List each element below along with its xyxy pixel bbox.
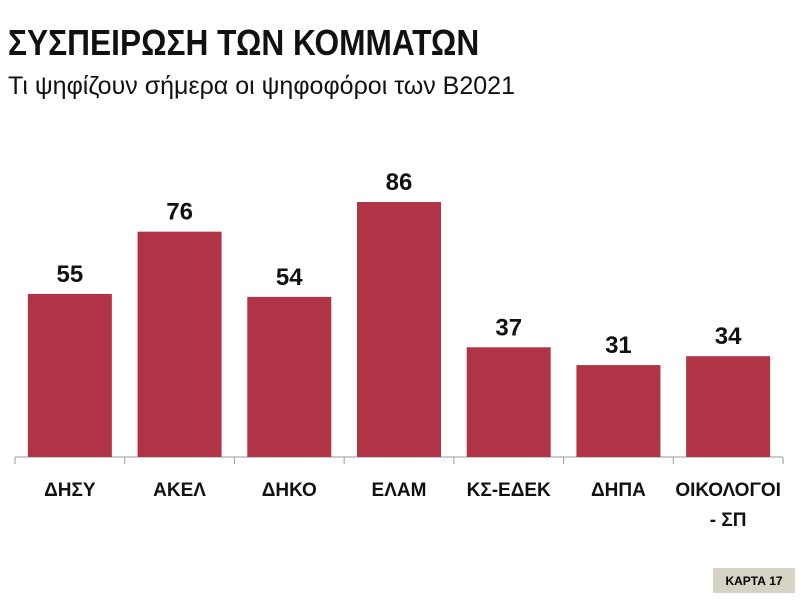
bar	[466, 347, 551, 457]
category-label: ΕΛΑΜ	[372, 480, 427, 501]
bar	[357, 202, 441, 457]
data-label: 31	[605, 332, 632, 359]
category-label: ΑΚΕΛ	[153, 480, 206, 501]
category-label: ΚΣ-ΕΔΕΚ	[467, 480, 551, 501]
bar	[576, 365, 661, 457]
category-label: ΔΗΣΥ	[44, 480, 96, 501]
data-label: 34	[715, 323, 742, 350]
data-label: 54	[276, 264, 303, 291]
chart-title: ΣΥΣΠΕΙΡΩΣΗ ΤΩΝ ΚΟΜΜΑΤΩΝ	[8, 22, 480, 63]
bar	[686, 356, 771, 457]
bar	[247, 296, 332, 457]
data-label: 55	[57, 261, 84, 288]
category-label: - ΣΠ	[710, 510, 747, 531]
category-label: ΔΗΚΟ	[262, 480, 317, 501]
category-label: ΔΗΠΑ	[591, 480, 646, 501]
chart-subtitle: Τι ψηφίζουν σήμερα οι ψηφοφόροι των Β202…	[8, 72, 515, 100]
bar	[27, 293, 112, 457]
data-label: 37	[495, 314, 522, 341]
card-label: ΚΑΡΤΑ 17	[713, 568, 795, 593]
category-label: ΟΙΚΟΛΟΓΟΙ	[675, 480, 781, 501]
bar	[137, 231, 222, 457]
data-label: 76	[166, 199, 193, 226]
data-label: 86	[386, 169, 413, 196]
